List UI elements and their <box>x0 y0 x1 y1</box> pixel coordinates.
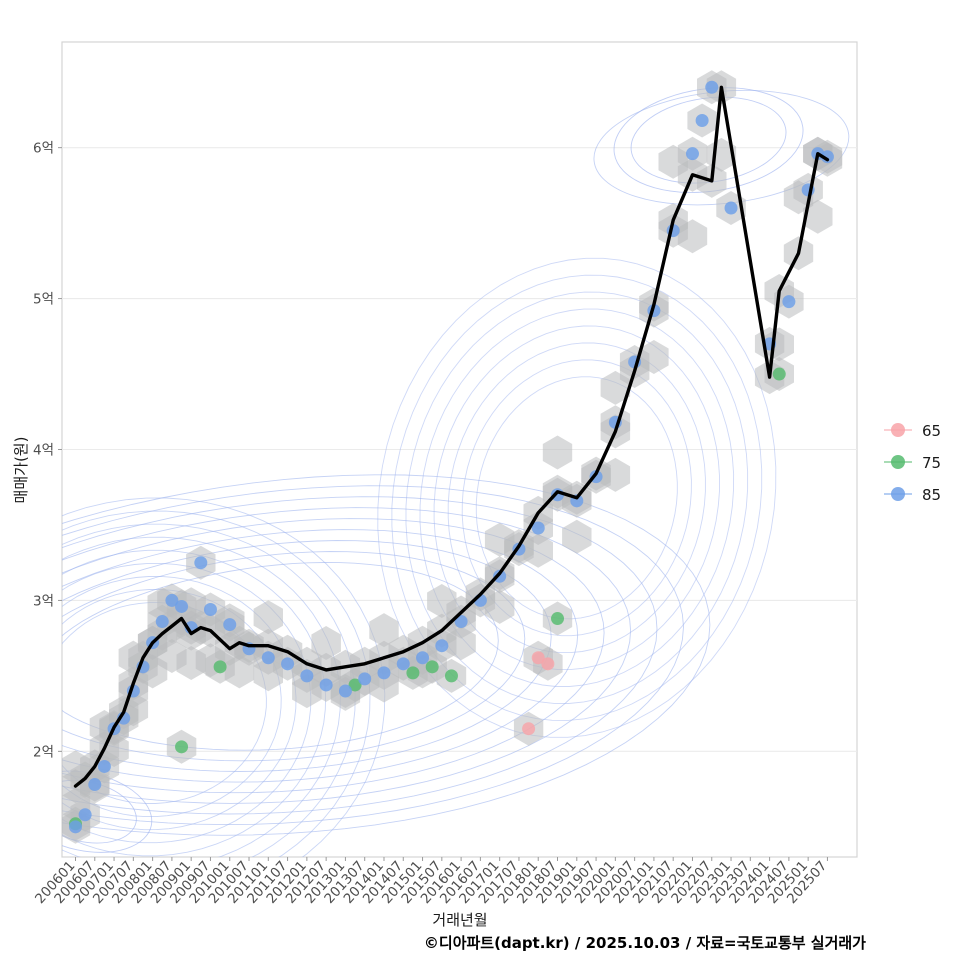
x-axis-title: 거래년월 <box>432 911 487 929</box>
y-axis: 2억 3억 4억 5억 6억 <box>33 141 62 760</box>
data-point-85 <box>281 657 295 671</box>
data-point-85 <box>435 639 449 653</box>
data-point-85 <box>155 615 169 629</box>
data-point-85 <box>705 80 719 94</box>
data-point-85 <box>358 672 372 686</box>
y-tick-label: 5억 <box>33 292 54 308</box>
data-point-75 <box>348 678 362 692</box>
data-point-85 <box>97 759 111 773</box>
data-point-85 <box>223 618 237 632</box>
legend-label: 65 <box>922 422 941 440</box>
data-point-85 <box>531 521 545 535</box>
data-point-75 <box>772 367 786 381</box>
data-point-85 <box>377 666 391 680</box>
data-point-85 <box>78 808 92 822</box>
data-point-85 <box>68 820 82 834</box>
data-point-75 <box>425 660 439 674</box>
data-point-75 <box>551 612 565 626</box>
data-point-75 <box>444 669 458 683</box>
data-point-85 <box>88 778 102 792</box>
y-tick-label: 6억 <box>33 141 54 157</box>
legend-item-75[interactable]: 75 <box>884 454 941 472</box>
data-point-85 <box>338 684 352 698</box>
data-point-85 <box>724 201 738 215</box>
data-point-85 <box>300 669 314 683</box>
data-point-65 <box>531 651 545 665</box>
data-point-75 <box>406 666 420 680</box>
x-axis: 2006012006072007012007072008012008072009… <box>32 857 830 907</box>
scatter-points <box>68 80 834 834</box>
data-point-85 <box>782 295 796 309</box>
data-point-75 <box>213 660 227 674</box>
data-point-85 <box>493 569 507 583</box>
data-point-85 <box>175 599 189 613</box>
median-line-path <box>73 85 830 788</box>
data-point-85 <box>685 147 699 161</box>
y-tick-label: 3억 <box>33 593 54 609</box>
plot-panel <box>61 41 858 858</box>
data-point-65 <box>541 657 555 671</box>
data-point-85 <box>454 615 468 629</box>
data-point-85 <box>416 651 430 665</box>
y-tick-label: 4억 <box>33 443 54 459</box>
data-point-85 <box>396 657 410 671</box>
y-tick-label: 2억 <box>33 744 54 760</box>
legend: 65 75 85 <box>884 422 941 504</box>
data-point-85 <box>695 113 709 127</box>
data-point-85 <box>203 602 217 616</box>
legend-label: 75 <box>922 454 941 472</box>
chart-caption: ©디아파트(dapt.kr) / 2025.10.03 / 자료=국토교통부 실… <box>424 934 866 952</box>
median-price-line <box>73 85 830 788</box>
density-contours <box>62 87 850 857</box>
data-point-75 <box>175 740 189 754</box>
y-axis-title: 매매가(원) <box>12 437 30 504</box>
data-point-65 <box>522 722 536 736</box>
data-point-85 <box>165 593 179 607</box>
data-point-85 <box>261 651 275 665</box>
legend-item-85[interactable]: 85 <box>884 486 941 504</box>
data-point-85 <box>820 150 834 164</box>
legend-label: 85 <box>922 486 941 504</box>
data-point-85 <box>319 678 333 692</box>
legend-item-65[interactable]: 65 <box>884 422 941 440</box>
data-point-85 <box>194 556 208 570</box>
